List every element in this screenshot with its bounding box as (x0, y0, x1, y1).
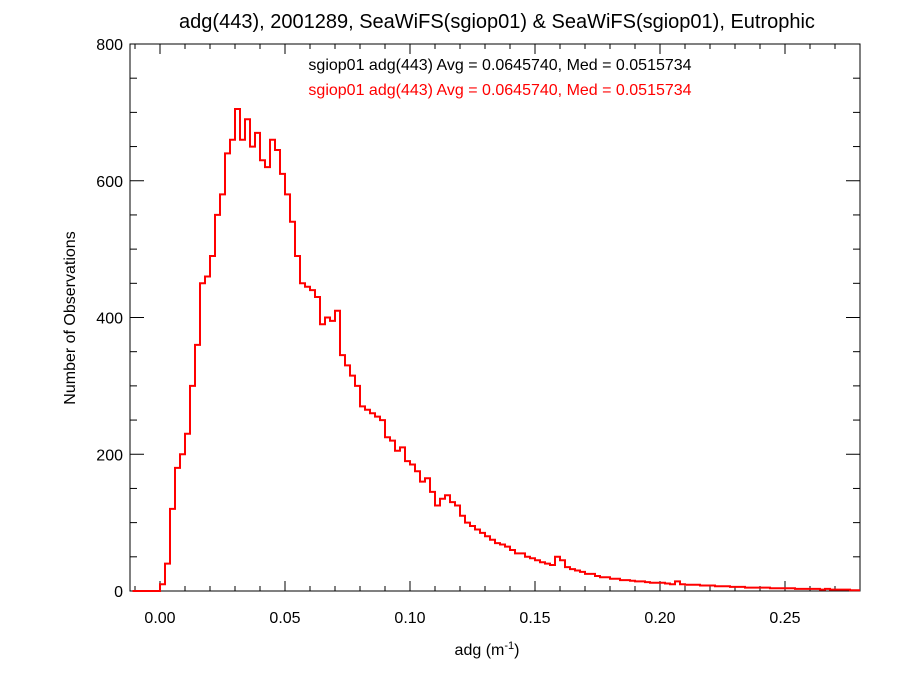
chart-title: adg(443), 2001289, SeaWiFS(sgiop01) & Se… (179, 11, 815, 33)
x-tick-label: 0.05 (269, 610, 300, 627)
x-tick-label: 0.25 (769, 610, 800, 627)
x-axis-label-main: adg (m (455, 642, 505, 659)
axis-tick-labels: 0.00 0.05 0.10 0.15 0.20 0.25 0 200 400 600 800 (96, 37, 800, 627)
y-tick-label: 0 (114, 584, 123, 601)
histogram-series-line (132, 108, 860, 592)
y-tick-label: 200 (96, 447, 123, 464)
x-tick-label: 0.00 (144, 610, 175, 627)
axis-ticks (130, 43, 861, 592)
y-tick-label: 800 (96, 37, 123, 54)
x-tick-label: 0.20 (644, 610, 675, 627)
x-axis-label: adg (m-1) (455, 640, 520, 659)
x-tick-label: 0.10 (394, 610, 425, 627)
y-tick-label: 600 (96, 174, 123, 191)
y-axis-label: Number of Observations (62, 231, 79, 404)
x-tick-label: 0.15 (519, 610, 550, 627)
y-tick-label: 400 (96, 311, 123, 328)
annotation-black: sgiop01 adg(443) Avg = 0.0645740, Med = … (308, 57, 691, 74)
annotation-red: sgiop01 adg(443) Avg = 0.0645740, Med = … (308, 82, 691, 99)
x-axis-label-sup: -1 (504, 640, 514, 652)
x-axis-label-end: ) (514, 642, 519, 659)
